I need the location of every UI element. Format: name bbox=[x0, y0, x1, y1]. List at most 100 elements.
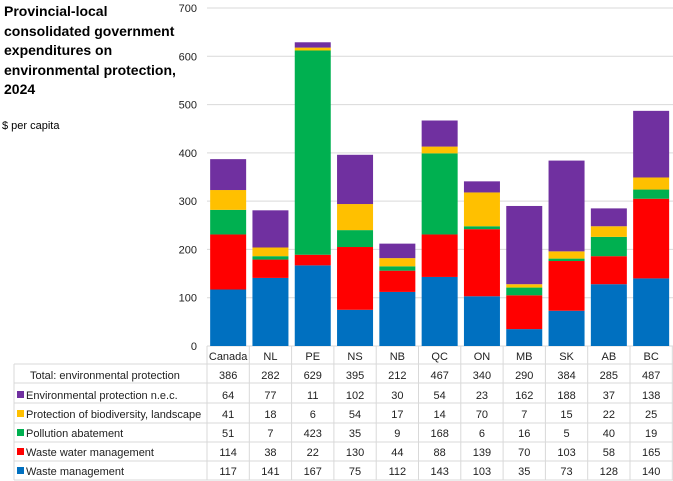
bar-segment bbox=[506, 205, 543, 285]
table-cell: 103 bbox=[473, 466, 491, 478]
bar-segment bbox=[590, 226, 627, 237]
bar-segment bbox=[506, 329, 543, 346]
bar-segment bbox=[421, 146, 458, 154]
x-tick-label: NB bbox=[390, 351, 405, 363]
table-cell: 168 bbox=[430, 428, 448, 440]
table-cell: 70 bbox=[518, 447, 530, 459]
bar-segment bbox=[633, 189, 670, 199]
table-cell: 290 bbox=[515, 370, 533, 382]
table-cell: 114 bbox=[219, 447, 237, 459]
x-tick-label: BC bbox=[644, 351, 659, 363]
table-cell: 7 bbox=[267, 428, 273, 440]
bar-segment bbox=[210, 159, 247, 191]
table-cell: 384 bbox=[557, 370, 575, 382]
bar-segment bbox=[590, 256, 627, 285]
table-cell: 40 bbox=[603, 428, 615, 440]
bar-segment bbox=[463, 181, 500, 193]
y-tick-label: 100 bbox=[179, 293, 197, 305]
table-cell: 9 bbox=[394, 428, 400, 440]
table-cell: 77 bbox=[264, 390, 276, 402]
bar-segment bbox=[337, 230, 374, 248]
table-cell: 88 bbox=[434, 447, 446, 459]
x-tick-label: ON bbox=[474, 351, 491, 363]
table-cell: 16 bbox=[518, 428, 530, 440]
legend-key bbox=[17, 467, 24, 474]
bar-segment bbox=[590, 236, 627, 257]
table-cell: 35 bbox=[349, 428, 361, 440]
bar-segment bbox=[294, 254, 331, 266]
bar-segment bbox=[463, 192, 500, 227]
table-cell: 5 bbox=[563, 428, 569, 440]
bar-segment bbox=[463, 229, 500, 297]
table-cell: 6 bbox=[479, 428, 485, 440]
bar-segment bbox=[633, 177, 670, 190]
table-cell: 22 bbox=[603, 409, 615, 421]
table-cell: 167 bbox=[304, 466, 322, 478]
bar-segment bbox=[421, 276, 458, 346]
table-cell: 143 bbox=[430, 466, 448, 478]
table-cell: 162 bbox=[515, 390, 533, 402]
bar-segment bbox=[463, 296, 500, 346]
bar-segment bbox=[294, 47, 331, 51]
legend-entry: Waste water management bbox=[26, 447, 154, 459]
table-cell: 487 bbox=[642, 370, 660, 382]
table-cell: 51 bbox=[222, 428, 234, 440]
legend-key bbox=[17, 391, 24, 398]
y-tick-label: 400 bbox=[179, 148, 197, 160]
table-cell: 395 bbox=[346, 370, 364, 382]
legend-key bbox=[17, 448, 24, 455]
table-cell: 19 bbox=[645, 428, 657, 440]
bar-segment bbox=[210, 234, 247, 290]
bar-segment bbox=[590, 208, 627, 227]
y-tick-label: 500 bbox=[179, 100, 197, 112]
bar-segment bbox=[379, 270, 416, 292]
x-tick-label: MB bbox=[516, 351, 533, 363]
table-cell: 37 bbox=[603, 390, 615, 402]
bar-segment bbox=[633, 198, 670, 279]
bar-segment bbox=[337, 204, 374, 231]
bar-segment bbox=[252, 256, 289, 260]
bar-segment bbox=[633, 278, 670, 346]
table-cell: 6 bbox=[310, 409, 316, 421]
table-cell: 282 bbox=[261, 370, 279, 382]
y-axis-label: $ per capita bbox=[2, 120, 60, 132]
bar-segment bbox=[590, 284, 627, 346]
table-cell: 112 bbox=[389, 466, 407, 478]
bar-segment bbox=[421, 234, 458, 277]
bar-segment bbox=[252, 210, 289, 248]
bar-segment bbox=[337, 309, 374, 346]
bar-segment bbox=[252, 277, 289, 346]
table-cell: 23 bbox=[476, 390, 488, 402]
x-tick-label: NS bbox=[347, 351, 362, 363]
table-cell: 11 bbox=[307, 390, 318, 402]
bar-segment bbox=[506, 287, 543, 296]
table-cell: 103 bbox=[557, 447, 575, 459]
x-tick-label: NL bbox=[263, 351, 277, 363]
table-cell: 128 bbox=[600, 466, 618, 478]
table-cell: 54 bbox=[434, 390, 446, 402]
x-tick-label: AB bbox=[602, 351, 617, 363]
bar-segment bbox=[210, 209, 247, 235]
bar-segment bbox=[421, 153, 458, 235]
chart-title: Provincial-local consolidated government… bbox=[4, 3, 176, 97]
table-cell: 130 bbox=[346, 447, 364, 459]
bar-segment bbox=[421, 120, 458, 147]
bar-segment bbox=[379, 258, 416, 267]
bar-segment bbox=[379, 243, 416, 259]
table-cell: 7 bbox=[521, 409, 527, 421]
legend-entry: Protection of biodiversity, landscape bbox=[26, 409, 201, 421]
legend-entry: Environmental protection n.e.c. bbox=[26, 390, 178, 402]
table-cell: 423 bbox=[304, 428, 322, 440]
table-cell: 15 bbox=[560, 409, 572, 421]
table-cell: 629 bbox=[304, 370, 322, 382]
table-cell: 25 bbox=[645, 409, 657, 421]
bar-segment bbox=[210, 289, 247, 346]
bar-segment bbox=[252, 247, 289, 257]
legend-entry: Pollution abatement bbox=[26, 428, 123, 440]
table-cell: 73 bbox=[560, 466, 572, 478]
table-cell: 141 bbox=[261, 466, 279, 478]
table-cell: 212 bbox=[388, 370, 406, 382]
bar-segment bbox=[506, 284, 543, 288]
table-cell: 14 bbox=[434, 409, 446, 421]
